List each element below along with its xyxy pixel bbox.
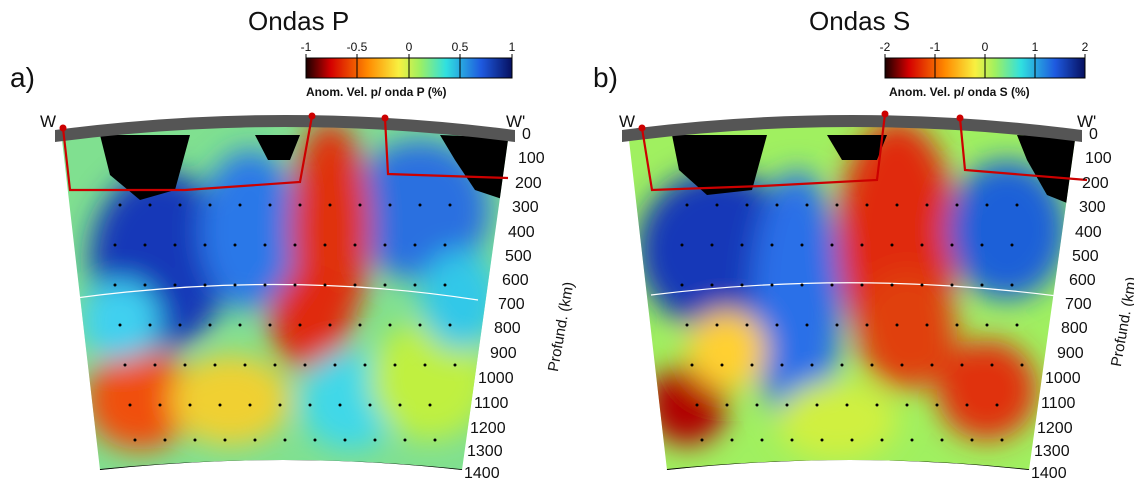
depth-tick: 1000 xyxy=(1045,370,1081,387)
depth-tick: 1400 xyxy=(464,465,500,482)
depth-tick: 200 xyxy=(1082,175,1109,192)
colorbar-tick: 0 xyxy=(405,40,413,54)
depth-tick: 0 xyxy=(1089,126,1098,143)
depth-tick: 900 xyxy=(1057,345,1084,362)
colorbar-label: Anom. Vel. p/ onda S (%) xyxy=(889,85,1030,99)
colorbar-tick: 0 xyxy=(981,40,989,54)
colorbar-tick: -0.5 xyxy=(346,40,368,54)
depth-tick: 0 xyxy=(522,126,531,143)
depth-tick: 800 xyxy=(1061,320,1088,337)
depth-tick: 100 xyxy=(1085,150,1112,167)
panel-title: Ondas P xyxy=(248,6,350,36)
depth-tick: 1200 xyxy=(470,420,506,437)
profile-line xyxy=(61,115,509,192)
colorbar-tick: 2 xyxy=(1081,40,1089,54)
depth-tick: 100 xyxy=(518,150,545,167)
panel-p-waves: Ondas P a) xyxy=(10,6,578,482)
depth-tick: 1300 xyxy=(467,443,503,460)
colorbar-tick: 0.5 xyxy=(451,40,469,54)
depth-tick: 200 xyxy=(515,175,542,192)
depth-tick: 400 xyxy=(1075,224,1102,241)
depth-tick: 600 xyxy=(1069,272,1096,289)
grid-nodes xyxy=(113,203,457,442)
panel-tag: a) xyxy=(10,62,35,93)
colorbar-tick: 1 xyxy=(508,40,516,54)
depth-tick: 700 xyxy=(1065,296,1092,313)
depth-tick: 1200 xyxy=(1037,420,1073,437)
depth-tick: 800 xyxy=(494,320,521,337)
colorbar-tick: -1 xyxy=(300,40,312,54)
grid-nodes xyxy=(680,203,1024,442)
profile-end-label: W' xyxy=(1077,112,1097,131)
depth-tick: 300 xyxy=(1079,199,1106,216)
depth-tick: 500 xyxy=(505,248,532,265)
profile-start-label: W xyxy=(40,112,57,131)
depth-tick: 900 xyxy=(490,345,517,362)
panel-s-waves: Ondas S b) xyxy=(567,0,1134,484)
depth-tick: 1400 xyxy=(1031,465,1067,482)
depth-tick: 1100 xyxy=(1041,395,1076,412)
colorbar-tick: 1 xyxy=(1031,40,1039,54)
profile-end-label: W' xyxy=(506,112,526,131)
tomography-section-s xyxy=(622,54,1088,470)
depth-tick: 300 xyxy=(512,199,539,216)
profile-line xyxy=(640,113,1088,192)
colorbar-tick: -2 xyxy=(879,40,891,54)
depth-tick: 1100 xyxy=(474,395,509,412)
tomography-section-p xyxy=(55,54,515,470)
panel-tag: b) xyxy=(593,62,618,93)
depth-tick: 400 xyxy=(508,224,535,241)
depth-tick: 1300 xyxy=(1034,443,1070,460)
colorbar-label: Anom. Vel. p/ onda P (%) xyxy=(306,85,447,99)
panel-title: Ondas S xyxy=(809,6,911,36)
colorbar-tick: -1 xyxy=(929,40,941,54)
profile-start-label: W xyxy=(619,112,636,131)
depth-tick: 600 xyxy=(502,272,529,289)
depth-tick: 700 xyxy=(498,296,525,313)
depth-tick: 500 xyxy=(1072,248,1099,265)
depth-tick: 1000 xyxy=(478,370,514,387)
